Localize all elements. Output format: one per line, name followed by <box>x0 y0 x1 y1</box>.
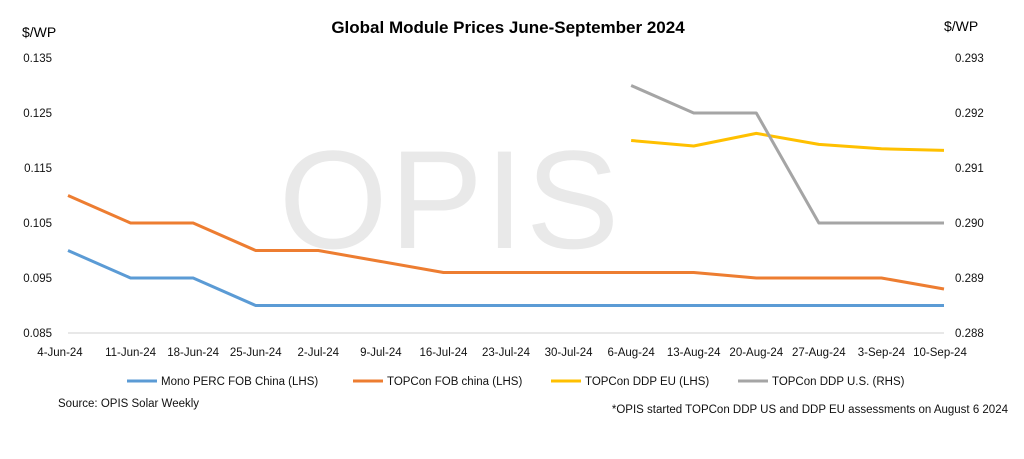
legend-label-3: TOPCon DDP U.S. (RHS) <box>772 376 905 388</box>
x-tick-label: 2-Jul-24 <box>298 347 340 359</box>
legend-label-0: Mono PERC FOB China (LHS) <box>161 376 318 388</box>
footnote: *OPIS started TOPCon DDP US and DDP EU a… <box>612 404 1009 416</box>
x-tick-label: 3-Sep-24 <box>858 347 906 359</box>
y-left-tick-label: 0.125 <box>23 108 52 120</box>
x-tick-label: 13-Aug-24 <box>667 347 721 359</box>
x-tick-label: 25-Jun-24 <box>230 347 282 359</box>
x-tick-label: 9-Jul-24 <box>360 347 402 359</box>
series-line-2 <box>631 131 945 152</box>
y-right-ticks: 0.288 0.289 0.290 0.291 0.292 0.293 <box>955 53 984 340</box>
x-tick-label: 27-Aug-24 <box>792 347 846 359</box>
y-right-tick-label: 0.290 <box>955 218 984 230</box>
y-right-label: $/WP <box>944 18 978 34</box>
legend-label-2: TOPCon DDP EU (LHS) <box>585 376 709 388</box>
y-right-tick-label: 0.292 <box>955 108 984 120</box>
y-right-tick-label: 0.293 <box>955 53 984 65</box>
legend: Mono PERC FOB China (LHS) TOPCon FOB chin… <box>127 376 905 388</box>
series-line-3 <box>630 84 944 225</box>
y-left-ticks: 0.085 0.095 0.105 0.115 0.125 0.135 <box>23 53 52 340</box>
watermark: OPIS <box>279 121 622 278</box>
series-line-0 <box>67 249 944 307</box>
x-tick-label: 18-Jun-24 <box>167 347 219 359</box>
source-note: Source: OPIS Solar Weekly <box>58 398 199 410</box>
y-right-tick-label: 0.291 <box>955 163 984 175</box>
x-tick-label: 10-Sep-24 <box>913 347 967 359</box>
series-lines <box>67 84 945 307</box>
y-left-tick-label: 0.105 <box>23 218 52 230</box>
chart-title: Global Module Prices June-September 2024 <box>331 18 685 37</box>
x-tick-label: 6-Aug-24 <box>607 347 655 359</box>
y-right-tick-label: 0.288 <box>955 328 984 340</box>
y-left-tick-label: 0.085 <box>23 328 52 340</box>
x-tick-label: 30-Jul-24 <box>545 347 594 359</box>
y-left-tick-label: 0.095 <box>23 273 52 285</box>
x-tick-label: 20-Aug-24 <box>729 347 783 359</box>
x-tick-label: 16-Jul-24 <box>419 347 468 359</box>
x-tick-label: 4-Jun-24 <box>37 347 83 359</box>
y-left-tick-label: 0.115 <box>24 163 52 175</box>
legend-label-1: TOPCon FOB china (LHS) <box>387 376 522 388</box>
x-tick-label: 11-Jun-24 <box>105 347 157 359</box>
y-left-label: $/WP <box>22 24 56 40</box>
x-tick-label: 23-Jul-24 <box>482 347 531 359</box>
y-right-tick-label: 0.289 <box>955 273 984 285</box>
x-ticks: 4-Jun-24 11-Jun-24 18-Jun-24 25-Jun-24 2-Jul… <box>37 347 967 359</box>
series-line-1 <box>67 194 945 291</box>
y-left-tick-label: 0.135 <box>23 53 52 65</box>
